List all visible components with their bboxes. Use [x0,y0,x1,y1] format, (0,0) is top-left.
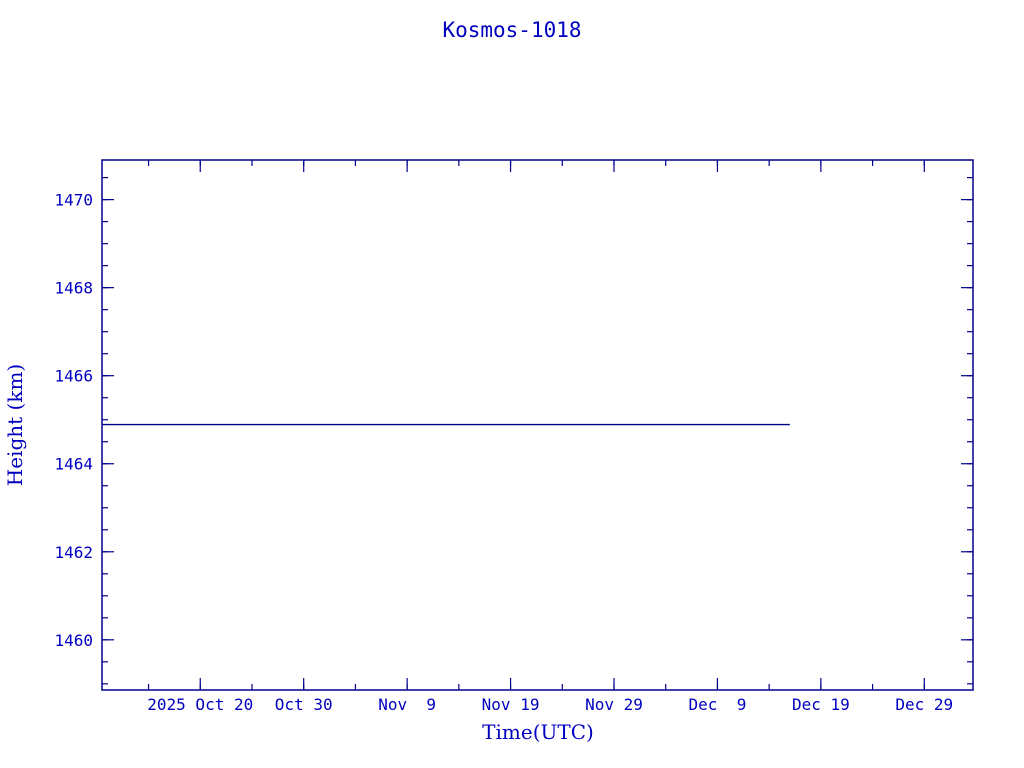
x-tick-label: Dec 9 [689,695,747,714]
x-axis-label: Time(UTC) [482,720,594,744]
axis-ticks: 2025 Oct 20 Oct 30 Nov 9 Nov 19 Nov 29 Dec 9 D… [54,160,973,714]
y-axis-label: Height (km) [3,364,27,486]
y-tick-label: 1460 [54,631,93,650]
y-tick-label: 1462 [54,543,93,562]
x-tick-label: Nov 19 [482,695,540,714]
y-tick-label: 1464 [54,455,93,474]
x-tick-label: 2025 Oct 20 [147,695,253,714]
y-tick-label: 1470 [54,191,93,210]
x-tick-label: Dec 19 [792,695,850,714]
x-tick-label: Oct 30 [275,695,333,714]
chart-title: Kosmos-1018 [442,18,581,42]
x-tick-label: Nov 9 [378,695,436,714]
x-tick-label: Nov 29 [585,695,643,714]
y-tick-label: 1468 [54,279,93,298]
y-tick-label: 1466 [54,367,93,386]
x-tick-label: Dec 29 [895,695,953,714]
